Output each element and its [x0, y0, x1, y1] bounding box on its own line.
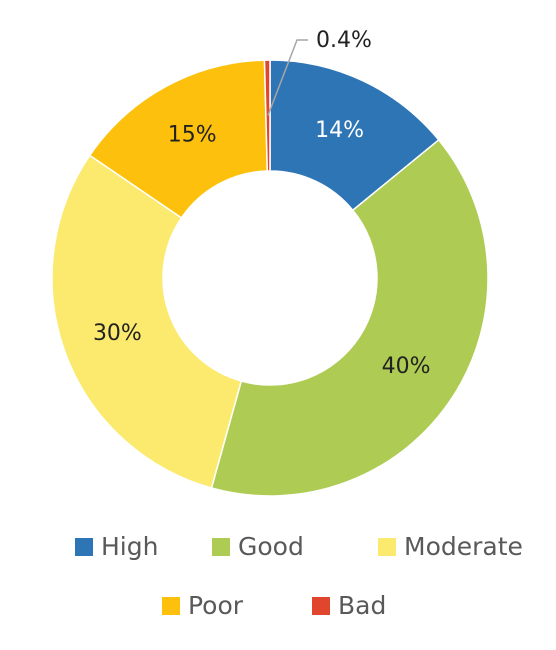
slice	[88, 59, 269, 219]
slice	[51, 154, 243, 489]
legend-label: Moderate	[404, 532, 523, 561]
data-label: 40%	[382, 354, 431, 379]
slice	[263, 59, 271, 172]
legend-label: Bad	[338, 591, 386, 620]
legend-label: Poor	[188, 591, 244, 620]
data-label: 30%	[93, 321, 142, 346]
data-label: 0.4%	[316, 28, 372, 53]
legend-swatch	[312, 597, 330, 615]
legend-swatch	[162, 597, 180, 615]
leader-line	[267, 39, 308, 116]
legend-swatch	[75, 538, 93, 556]
data-label: 14%	[315, 118, 364, 143]
legend-label: Good	[238, 532, 304, 561]
legend-swatch	[212, 538, 230, 556]
legend-swatch	[378, 538, 396, 556]
data-label: 15%	[168, 122, 217, 147]
slice	[210, 138, 489, 497]
legend-label: High	[101, 532, 158, 561]
slice	[269, 59, 440, 212]
